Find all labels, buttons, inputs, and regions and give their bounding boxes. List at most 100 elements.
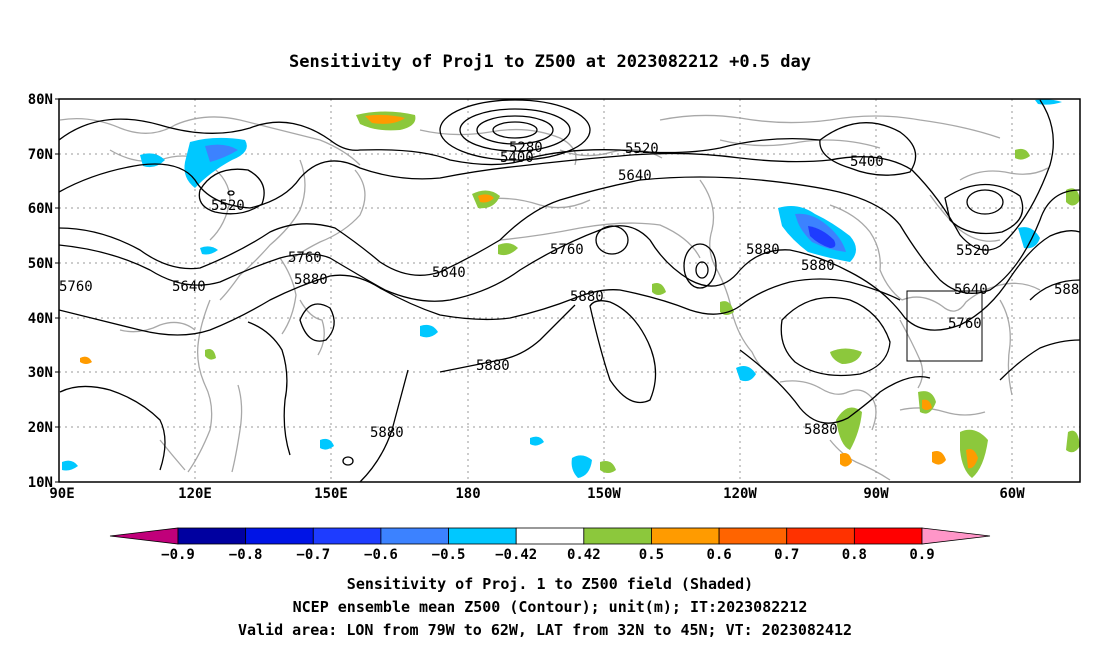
lon-tick-label: 90E: [49, 486, 74, 502]
colorbar-tick-label: 0.7: [774, 547, 799, 563]
positive-patch: [478, 194, 494, 203]
lon-tick-label: 180: [455, 486, 480, 502]
contour-label: 5760: [948, 316, 982, 332]
lat-axis-ticks: [55, 98, 59, 483]
negative-patch: [808, 226, 836, 248]
lat-tick-label: 60N: [28, 201, 53, 217]
negative-patch: [571, 455, 592, 478]
contour-label: 5640: [172, 279, 206, 295]
colorbar-tick-label: −0.5: [432, 547, 466, 563]
caption-line-2: NCEP ensemble mean Z500 (Contour); unit(…: [293, 598, 808, 616]
negative-patch: [205, 144, 238, 162]
contour-label: 5760: [550, 242, 584, 258]
colorbar-box: [786, 527, 855, 545]
negative-patch: [530, 436, 544, 446]
positive-patch: [600, 461, 616, 473]
colorbar-tick-label: 0.8: [842, 547, 867, 563]
valid-area-box: [906, 290, 983, 362]
contour-label: 5880: [294, 272, 328, 288]
positive-patch: [840, 453, 852, 467]
contour-label: 5520: [211, 198, 245, 214]
lon-tick-label: 90W: [863, 486, 889, 502]
colorbar-tick-label: 0.6: [706, 547, 731, 563]
positive-patch: [836, 407, 862, 450]
positive-patch: [498, 243, 518, 256]
positive-patch: [1066, 188, 1080, 206]
colorbar-tick-label: −0.6: [364, 547, 398, 563]
negative-patch: [420, 324, 438, 338]
positive-patch: [205, 349, 216, 360]
colorbar-box: [583, 527, 652, 545]
colorbar-low-extend: [109, 527, 179, 545]
contour-label: 5760: [288, 250, 322, 266]
positive-patch: [966, 449, 978, 469]
contour-label: 5880: [804, 422, 838, 438]
colorbar-tick-label: 0.9: [909, 547, 934, 563]
colorbar-box: [515, 527, 585, 545]
lon-tick-label: 120W: [723, 486, 757, 502]
z500-contours: [59, 99, 1080, 482]
lat-tick-label: 30N: [28, 365, 53, 381]
colorbar-tick-label: 0.5: [639, 547, 664, 563]
negative-patch: [736, 366, 756, 382]
positive-patch: [1066, 430, 1080, 453]
colorbar-high-extend: [921, 527, 991, 545]
positive-patch: [365, 114, 405, 124]
lon-tick-label: 60W: [999, 486, 1025, 502]
colorbar-tick-label: −0.42: [495, 547, 537, 563]
lat-tick-label: 10N: [28, 475, 53, 491]
contour-label: 5640: [618, 168, 652, 184]
positive-patch: [80, 356, 92, 364]
lon-tick-label: 120E: [178, 486, 212, 502]
contour-label: 5280: [509, 140, 543, 156]
negative-patch: [200, 246, 218, 255]
caption-line-1: Sensitivity of Proj. 1 to Z500 field (Sh…: [347, 575, 753, 593]
colorbar-tick-label: −0.9: [161, 547, 195, 563]
colorbar-tick-label: −0.8: [229, 547, 263, 563]
contour-label: 588: [1054, 282, 1079, 298]
contour-label: 5880: [746, 242, 780, 258]
caption-line-3: Valid area: LON from 79W to 62W, LAT fro…: [238, 621, 852, 639]
colorbar-tick-label: 0.42: [567, 547, 601, 563]
positive-patch: [922, 399, 932, 410]
contour-label: 5640: [432, 265, 466, 281]
contour-labels: 5280 5400 5520 5400 5520 5640 5760 5880 …: [59, 140, 1079, 441]
contour-label: 5880: [370, 425, 404, 441]
lat-axis-labels: 80N 70N 60N 50N 40N 30N 20N 10N: [28, 92, 53, 491]
graticule: [59, 99, 1080, 482]
contour-label: 5520: [956, 243, 990, 259]
lat-tick-label: 50N: [28, 256, 53, 272]
colorbar-tick-label: −0.7: [296, 547, 330, 563]
sensitivity-shading: [62, 99, 1080, 478]
contour-label: 5400: [850, 154, 884, 170]
lat-tick-label: 20N: [28, 420, 53, 436]
colorbar-box: [245, 527, 314, 545]
colorbar-box: [177, 527, 247, 545]
colorbar-box: [651, 527, 720, 545]
positive-patch: [1015, 148, 1030, 160]
contour-label: 5400: [500, 150, 534, 166]
lon-axis-labels: 90E 120E 150E 180 150W 120W 90W 60W: [49, 486, 1025, 502]
colorbar-box: [312, 527, 382, 545]
negative-patch: [62, 460, 78, 471]
figure-title: Sensitivity of Proj1 to Z500 at 20230822…: [289, 52, 811, 72]
lon-tick-label: 150E: [314, 486, 348, 502]
positive-patch: [652, 283, 666, 295]
colorbar-box: [718, 527, 788, 545]
colorbar-box: [853, 527, 923, 545]
contour-label: 5640: [954, 282, 988, 298]
lat-tick-label: 70N: [28, 147, 53, 163]
colorbar-box: [380, 527, 449, 545]
colorbar-box: [448, 527, 517, 545]
lon-tick-label: 150W: [587, 486, 621, 502]
positive-patch: [932, 451, 946, 465]
lat-tick-label: 40N: [28, 311, 53, 327]
contour-label: 5760: [59, 279, 93, 295]
contour-label: 5880: [476, 358, 510, 374]
contour-label: 5880: [801, 258, 835, 274]
caption: Sensitivity of Proj. 1 to Z500 field (Sh…: [238, 575, 852, 639]
contour-label: 5520: [625, 141, 659, 157]
colorbar: −0.9 −0.8 −0.7 −0.6 −0.5 −0.42 0.42 0.5 0.6 0.7 0.…: [109, 527, 991, 563]
lat-tick-label: 80N: [28, 92, 53, 108]
